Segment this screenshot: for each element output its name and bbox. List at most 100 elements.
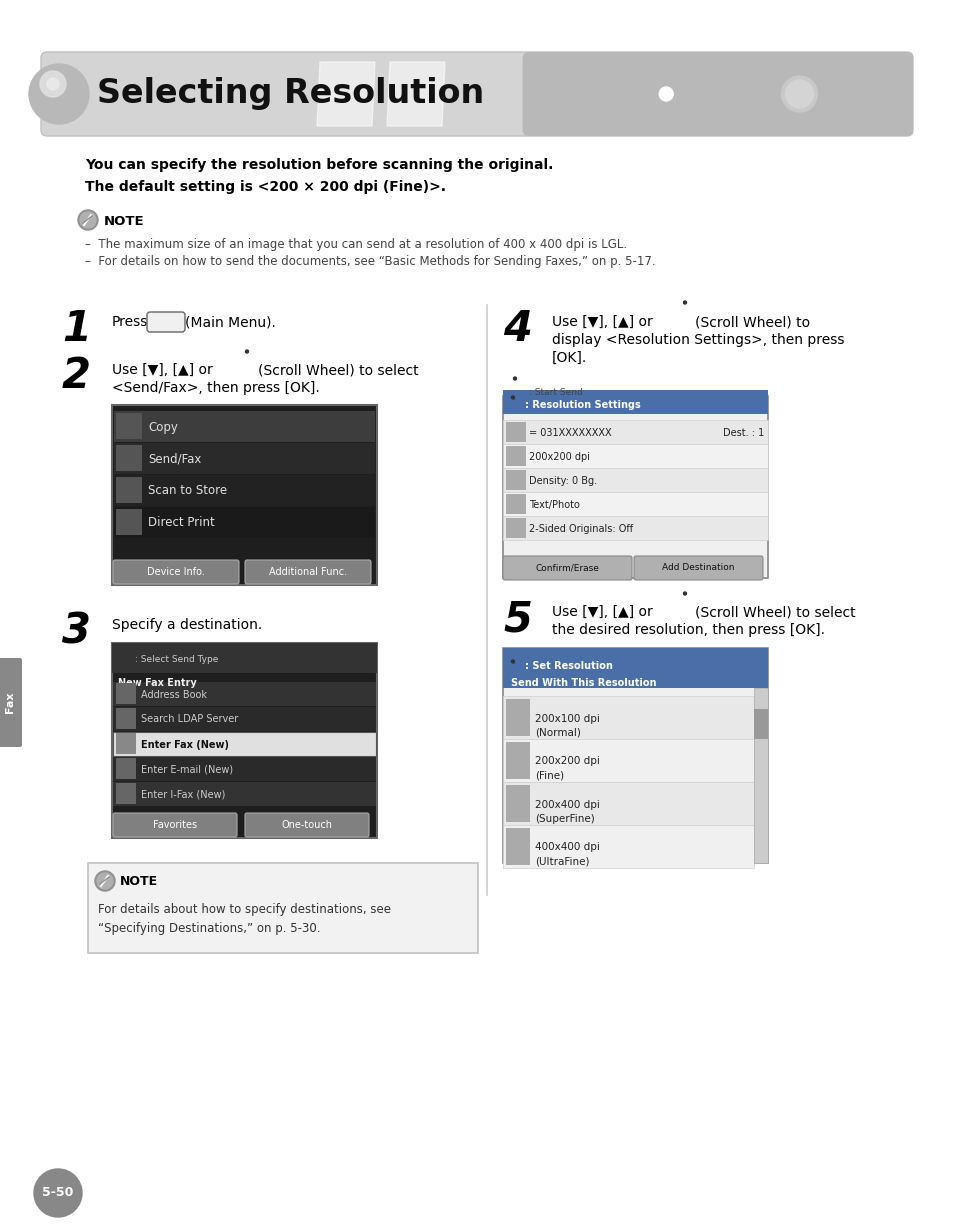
FancyBboxPatch shape <box>112 782 375 806</box>
FancyBboxPatch shape <box>116 413 142 439</box>
Text: Additional Func.: Additional Func. <box>269 567 347 577</box>
Text: One-touch: One-touch <box>281 820 333 829</box>
FancyBboxPatch shape <box>116 477 142 503</box>
Text: Press: Press <box>112 315 149 329</box>
Circle shape <box>682 591 686 595</box>
Circle shape <box>784 80 813 108</box>
FancyBboxPatch shape <box>502 444 767 467</box>
Text: You can specify the resolution before scanning the original.: You can specify the resolution before sc… <box>85 158 553 172</box>
Text: (Scroll Wheel) to select: (Scroll Wheel) to select <box>695 605 855 618</box>
Polygon shape <box>316 63 375 126</box>
Circle shape <box>80 212 96 228</box>
Text: (Fine): (Fine) <box>535 771 563 780</box>
FancyBboxPatch shape <box>88 863 477 953</box>
Circle shape <box>781 76 817 112</box>
Text: Use [▼], [▲] or: Use [▼], [▲] or <box>112 363 213 377</box>
Text: Copy: Copy <box>148 421 177 433</box>
Text: Scan to Store: Scan to Store <box>148 485 227 497</box>
Text: Add Destination: Add Destination <box>661 563 734 573</box>
Text: (SuperFine): (SuperFine) <box>535 814 594 823</box>
FancyBboxPatch shape <box>505 445 525 466</box>
FancyBboxPatch shape <box>112 643 376 672</box>
FancyBboxPatch shape <box>502 825 753 867</box>
FancyBboxPatch shape <box>502 420 767 444</box>
Text: NOTE: NOTE <box>104 215 145 228</box>
Text: Direct Print: Direct Print <box>148 517 214 530</box>
FancyBboxPatch shape <box>502 396 767 578</box>
Text: Favorites: Favorites <box>152 820 197 829</box>
FancyBboxPatch shape <box>522 52 912 136</box>
FancyBboxPatch shape <box>505 518 525 537</box>
FancyBboxPatch shape <box>113 475 375 506</box>
Text: Address Book: Address Book <box>141 690 207 699</box>
FancyBboxPatch shape <box>112 405 376 585</box>
Circle shape <box>78 210 98 229</box>
Circle shape <box>121 652 125 655</box>
FancyBboxPatch shape <box>113 443 375 474</box>
FancyBboxPatch shape <box>116 708 136 729</box>
FancyBboxPatch shape <box>502 492 767 517</box>
Text: 200x200 dpi: 200x200 dpi <box>535 757 599 767</box>
FancyBboxPatch shape <box>505 828 530 865</box>
FancyBboxPatch shape <box>502 782 753 825</box>
FancyBboxPatch shape <box>502 467 767 492</box>
FancyBboxPatch shape <box>502 739 753 782</box>
FancyBboxPatch shape <box>505 742 530 779</box>
Circle shape <box>40 71 66 97</box>
FancyBboxPatch shape <box>0 658 22 747</box>
Text: : Start Send: : Start Send <box>529 388 582 398</box>
Text: Density: 0 Bg.: Density: 0 Bg. <box>529 476 597 486</box>
FancyBboxPatch shape <box>753 709 767 739</box>
FancyBboxPatch shape <box>41 52 912 136</box>
Text: 1: 1 <box>62 308 91 350</box>
FancyBboxPatch shape <box>505 470 525 490</box>
FancyBboxPatch shape <box>505 699 530 736</box>
Text: Confirm/Erase: Confirm/Erase <box>535 563 598 573</box>
FancyBboxPatch shape <box>112 682 375 706</box>
FancyBboxPatch shape <box>245 814 369 837</box>
Circle shape <box>29 64 89 124</box>
FancyBboxPatch shape <box>116 509 142 535</box>
Polygon shape <box>387 63 444 126</box>
FancyBboxPatch shape <box>112 814 236 837</box>
Text: Selecting Resolution: Selecting Resolution <box>97 76 484 109</box>
FancyBboxPatch shape <box>505 422 525 442</box>
FancyBboxPatch shape <box>116 683 136 704</box>
FancyBboxPatch shape <box>753 688 767 863</box>
Text: Fax: Fax <box>5 691 15 713</box>
FancyBboxPatch shape <box>112 733 375 756</box>
Text: : Select Send Type: : Select Send Type <box>135 655 218 664</box>
FancyBboxPatch shape <box>505 785 530 822</box>
FancyBboxPatch shape <box>116 758 136 779</box>
Circle shape <box>682 301 686 304</box>
Text: 2-Sided Originals: Off: 2-Sided Originals: Off <box>529 524 633 534</box>
Text: 2: 2 <box>62 355 91 398</box>
Text: (UltraFine): (UltraFine) <box>535 856 589 866</box>
Text: New Fax Entry: New Fax Entry <box>118 679 196 688</box>
Text: Specify a destination.: Specify a destination. <box>112 618 262 632</box>
FancyBboxPatch shape <box>116 783 136 804</box>
Text: NOTE: NOTE <box>120 875 158 888</box>
FancyBboxPatch shape <box>116 733 136 755</box>
Text: 4: 4 <box>502 308 532 350</box>
Text: For details about how to specify destinations, see
“Specifying Destinations,” on: For details about how to specify destina… <box>98 903 391 935</box>
FancyBboxPatch shape <box>147 312 185 333</box>
FancyBboxPatch shape <box>505 494 525 514</box>
FancyBboxPatch shape <box>113 507 375 537</box>
Text: (Main Menu).: (Main Menu). <box>185 315 275 329</box>
FancyBboxPatch shape <box>112 707 375 731</box>
Text: –  For details on how to send the documents, see “Basic Methods for Sending Faxe: – For details on how to send the documen… <box>85 255 655 267</box>
Text: Send With This Resolution: Send With This Resolution <box>511 679 656 688</box>
Circle shape <box>95 871 115 891</box>
Text: : Set Resolution: : Set Resolution <box>524 661 612 671</box>
FancyBboxPatch shape <box>502 517 767 540</box>
Circle shape <box>47 79 59 90</box>
Text: Enter I-Fax (New): Enter I-Fax (New) <box>141 789 225 800</box>
Circle shape <box>513 377 516 380</box>
FancyBboxPatch shape <box>113 411 375 442</box>
Text: <Send/Fax>, then press [OK].: <Send/Fax>, then press [OK]. <box>112 382 319 395</box>
Circle shape <box>659 87 673 101</box>
FancyBboxPatch shape <box>112 757 375 782</box>
FancyBboxPatch shape <box>502 390 767 413</box>
Text: display <Resolution Settings>, then press: display <Resolution Settings>, then pres… <box>552 333 843 347</box>
